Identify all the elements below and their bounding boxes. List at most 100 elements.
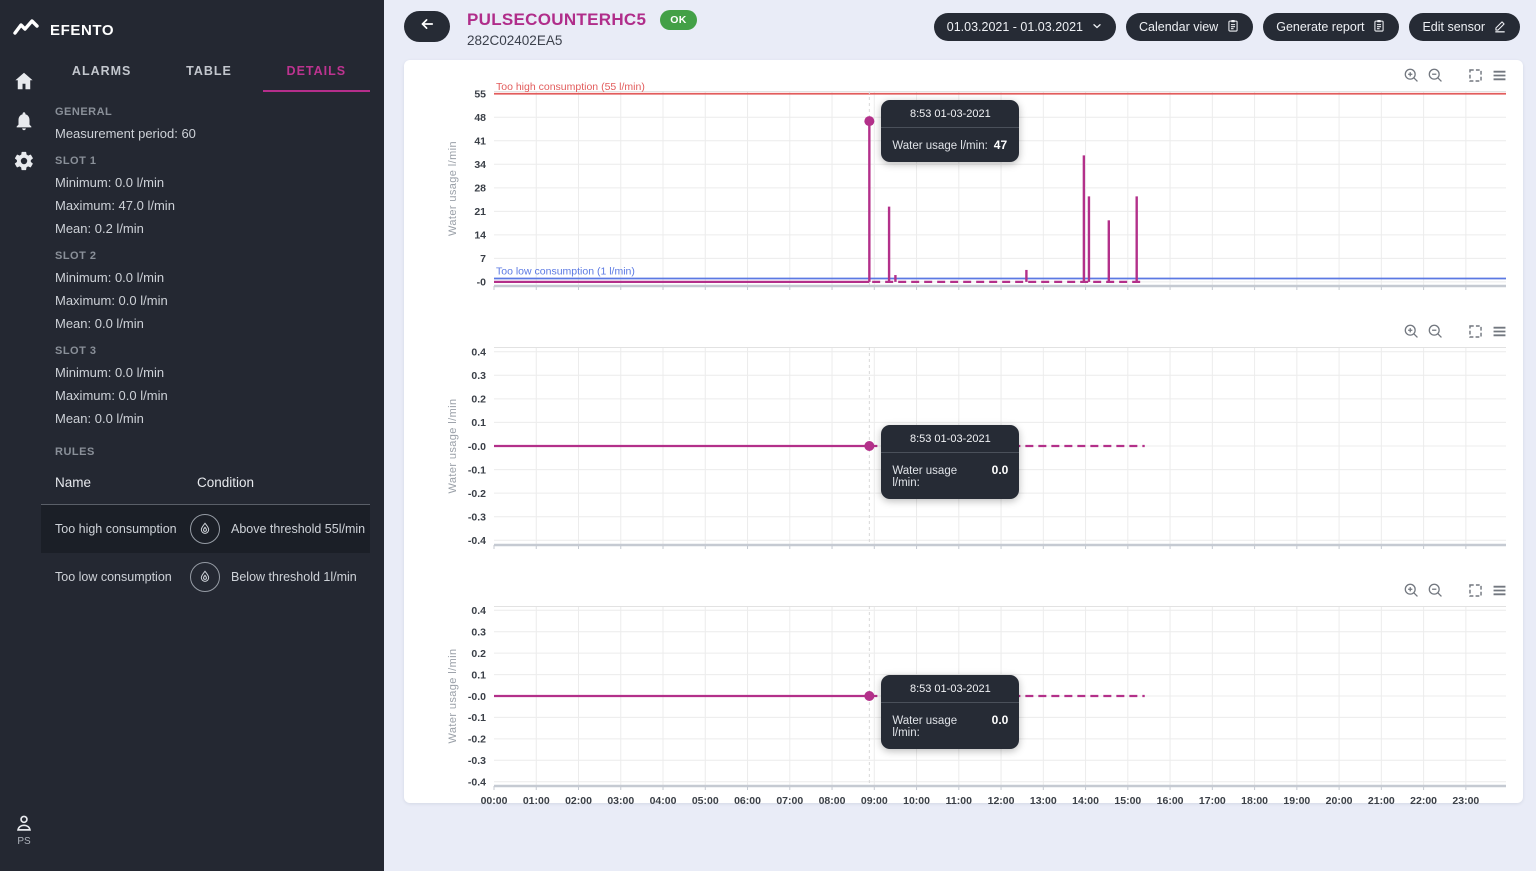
svg-text:14: 14 [474,230,486,242]
tooltip-label: Water usage l/min: [892,715,958,739]
svg-text:14:00: 14:00 [1072,795,1099,807]
svg-text:0.3: 0.3 [471,627,486,639]
user-profile[interactable]: PS [13,812,35,847]
svg-text:21: 21 [474,206,486,218]
svg-text:16:00: 16:00 [1157,795,1184,807]
selection-zoom-icon[interactable] [1467,323,1484,340]
charts-card: 8:53 01-03-2021 Water usage l/min: 47 55 4… [404,60,1523,807]
back-button[interactable] [404,11,450,42]
nav-rail: PS [0,46,48,871]
svg-text:09:00: 09:00 [861,795,888,807]
svg-text:28: 28 [474,183,486,195]
rule-condition: Below threshold 1l/min [231,570,357,584]
svg-text:05:00: 05:00 [692,795,719,807]
sensor-serial: 282C02402EA5 [467,33,563,48]
tab-table[interactable]: TABLE [186,64,232,78]
svg-text:04:00: 04:00 [650,795,677,807]
sidebar-tabs: ALARMS TABLE DETAILS [48,56,370,92]
svg-text:08:00: 08:00 [819,795,846,807]
chart-menu-icon[interactable] [1491,323,1508,340]
zoom-in-icon[interactable] [1403,582,1420,599]
selection-zoom-icon[interactable] [1467,67,1484,84]
svg-text:0.4: 0.4 [471,605,486,617]
svg-text:22:00: 22:00 [1410,795,1437,807]
brand-name: EFENTO [50,22,115,39]
svg-text:-0.0: -0.0 [468,441,486,453]
alarm-bell-icon[interactable] [13,110,35,132]
svg-text:11:00: 11:00 [946,795,972,807]
measurement-period: Measurement period: 60 [55,126,196,141]
svg-text:0.1: 0.1 [471,669,486,681]
chart-slot2: 8:53 01-03-2021 Water usage l/min: 0.0 0.… [404,322,1523,551]
slot1-mean: Mean: 0.2 l/min [55,221,144,236]
rule-condition: Above threshold 55l/min [231,522,366,536]
arrow-left-icon [418,15,436,38]
svg-text:-0.4: -0.4 [468,777,486,789]
chart-tooltip: 8:53 01-03-2021 Water usage l/min: 0.0 [881,425,1020,499]
date-range-selector[interactable]: 01.03.2021 - 01.03.2021 [933,13,1116,41]
svg-text:12:00: 12:00 [988,795,1015,807]
svg-text:Water usage l/min: Water usage l/min [447,398,459,493]
clipboard-icon [1226,18,1240,36]
generate-report-button[interactable]: Generate report [1263,13,1400,41]
svg-text:55: 55 [474,89,486,101]
svg-text:01:00: 01:00 [523,795,550,807]
slot3-maximum: Maximum: 0.0 l/min [55,388,168,403]
slot2-title: SLOT 2 [55,250,97,262]
svg-text:-0.1: -0.1 [468,464,486,476]
selection-zoom-icon[interactable] [1467,582,1484,599]
zoom-out-icon[interactable] [1427,67,1444,84]
slot1-title: SLOT 1 [55,155,97,167]
water-drop-icon [190,514,220,544]
zoom-out-icon[interactable] [1427,582,1444,599]
chart-toolbar [404,581,1523,599]
plot-area[interactable]: 8:53 01-03-2021 Water usage l/min: 0.0 0.… [404,605,1523,816]
chart-slot3: 8:53 01-03-2021 Water usage l/min: 0.0 0.… [404,581,1523,816]
plot-area[interactable]: 8:53 01-03-2021 Water usage l/min: 0.0 0.… [404,347,1523,551]
svg-text:23:00: 23:00 [1452,795,1479,807]
svg-text:-0.3: -0.3 [468,755,486,767]
chart-menu-icon[interactable] [1491,582,1508,599]
rules-column-name: Name [55,475,92,490]
svg-text:18:00: 18:00 [1241,795,1268,807]
date-range-label: 01.03.2021 - 01.03.2021 [946,20,1083,34]
svg-text:Water usage l/min: Water usage l/min [447,648,459,743]
plot-area[interactable]: 8:53 01-03-2021 Water usage l/min: 47 55 4… [404,81,1523,292]
tooltip-label: Water usage l/min: [892,465,958,489]
calendar-view-button[interactable]: Calendar view [1126,13,1254,41]
tab-details[interactable]: DETAILS [262,56,370,92]
generate-report-label: Generate report [1276,20,1365,34]
svg-text:-0.1: -0.1 [468,712,486,724]
rules-section-title: RULES [55,446,95,458]
chart-toolbar [404,66,1523,84]
tab-alarms[interactable]: ALARMS [71,64,132,78]
general-section-title: GENERAL [55,106,113,118]
slot3-minimum: Minimum: 0.0 l/min [55,365,165,380]
slot2-minimum: Minimum: 0.0 l/min [55,270,165,285]
main-area: PULSECOUNTERHC5 OK 282C02402EA5 01.03.20… [384,0,1536,871]
zoom-in-icon[interactable] [1403,323,1420,340]
tooltip-time: 8:53 01-03-2021 [881,675,1020,703]
svg-text:19:00: 19:00 [1283,795,1310,807]
pencil-icon [1493,19,1507,36]
chart-menu-icon[interactable] [1491,67,1508,84]
zoom-out-icon[interactable] [1427,323,1444,340]
zoom-in-icon[interactable] [1403,67,1420,84]
home-icon[interactable] [13,70,35,92]
svg-text:48: 48 [474,112,486,124]
slot1-maximum: Maximum: 47.0 l/min [55,198,175,213]
svg-text:-0.3: -0.3 [468,512,486,524]
slot3-title: SLOT 3 [55,345,97,357]
slot2-mean: Mean: 0.0 l/min [55,316,144,331]
rules-column-condition: Condition [197,475,255,490]
edit-sensor-button[interactable]: Edit sensor [1409,13,1520,41]
settings-gear-icon[interactable] [13,150,35,172]
svg-text:02:00: 02:00 [565,795,592,807]
svg-text:13:00: 13:00 [1030,795,1057,807]
tooltip-time: 8:53 01-03-2021 [881,425,1020,453]
svg-text:0.3: 0.3 [471,370,486,382]
rule-row-too-low[interactable]: Too low consumption Below threshold 1l/m… [41,553,370,601]
svg-text:-0.4: -0.4 [468,535,486,547]
svg-text:21:00: 21:00 [1368,795,1395,807]
rule-row-too-high[interactable]: Too high consumption Above threshold 55l… [41,505,370,553]
